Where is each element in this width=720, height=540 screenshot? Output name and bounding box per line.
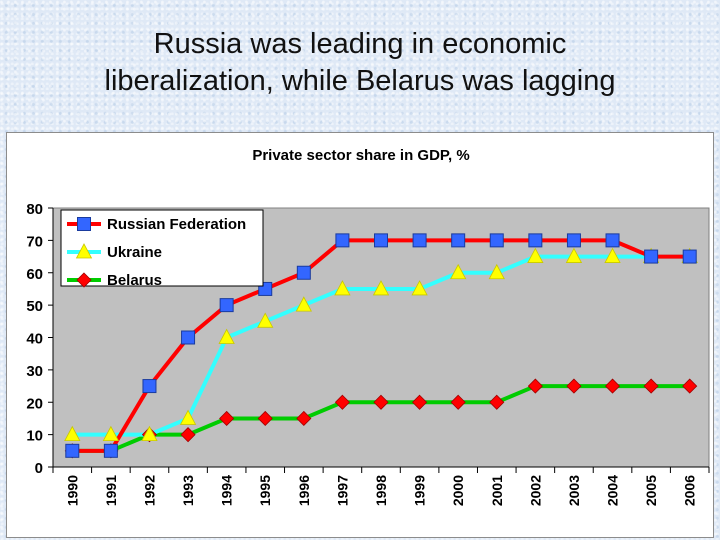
data-point-ukraine xyxy=(141,425,158,442)
y-tick-label: 40 xyxy=(26,331,43,348)
data-point-russian-federation xyxy=(644,249,659,264)
data-point-russian-federation xyxy=(489,233,504,248)
line-chart: Private sector share in GDP, % 0 10 20 30 40… xyxy=(26,147,710,506)
y-tick-label: 30 xyxy=(26,363,43,380)
data-point-russian-federation xyxy=(103,443,118,458)
data-point-belarus xyxy=(257,410,273,427)
data-point-russian-federation xyxy=(566,233,581,248)
x-tick-label: 1996 xyxy=(296,475,312,506)
data-point-belarus xyxy=(450,394,466,410)
y-tick-label: 50 xyxy=(26,298,43,315)
x-tick-label: 2001 xyxy=(489,475,505,506)
slide-title: Russia was leading in economic liberaliz… xyxy=(0,26,720,100)
x-tick-label: 2004 xyxy=(605,475,621,506)
data-point-belarus xyxy=(604,378,621,394)
data-point-belarus xyxy=(489,394,505,410)
data-point-ukraine xyxy=(527,247,544,263)
data-point-ukraine xyxy=(565,247,583,263)
data-point-russian-federation xyxy=(528,233,543,248)
data-point-belarus xyxy=(180,427,196,443)
data-point-ukraine xyxy=(179,409,197,425)
data-point-russian-federation xyxy=(374,233,388,248)
y-tick-label: 0 xyxy=(35,460,43,477)
y-tick-label: 10 xyxy=(26,428,43,445)
legend-swatch-marker xyxy=(77,217,91,231)
x-tick-label: 2002 xyxy=(527,475,543,506)
y-tick-label: 60 xyxy=(26,266,43,283)
data-point-russian-federation xyxy=(296,265,311,280)
data-point-russian-federation xyxy=(451,233,466,248)
data-point-ukraine xyxy=(604,247,621,263)
y-tick-label: 80 xyxy=(26,201,43,218)
x-tick-label: 1999 xyxy=(412,475,428,506)
data-point-russian-federation xyxy=(682,249,697,264)
chart-panel: Private sector share in GDP, % 0 10 20 30 40… xyxy=(6,132,714,538)
data-point-belarus xyxy=(373,394,389,410)
data-point-belarus xyxy=(412,394,428,410)
data-point-belarus xyxy=(296,410,312,427)
data-point-ukraine xyxy=(102,425,120,442)
x-tick-label: 1994 xyxy=(219,475,235,506)
data-point-ukraine xyxy=(295,296,312,312)
legend-label-ukraine: Ukraine xyxy=(107,244,162,261)
data-point-belarus xyxy=(334,394,350,410)
data-point-ukraine xyxy=(372,280,390,296)
legend-swatch-marker xyxy=(76,272,92,288)
data-point-belarus xyxy=(527,378,543,394)
x-tick-label: 2003 xyxy=(566,475,582,506)
legend-label-russian-federation: Russian Federation xyxy=(107,216,246,233)
legend-swatch-marker xyxy=(75,243,93,259)
x-tick-label: 1990 xyxy=(64,475,80,506)
data-point-russian-federation xyxy=(335,233,350,248)
data-point-russian-federation xyxy=(605,233,620,248)
x-tick-label: 2000 xyxy=(450,475,466,506)
y-tick-label: 20 xyxy=(26,395,43,412)
x-tick-label: 1998 xyxy=(373,475,389,506)
data-point-ukraine xyxy=(334,280,351,296)
slide-title-line-1: Russia was leading in economic xyxy=(153,28,567,60)
data-point-ukraine xyxy=(64,425,81,442)
data-point-ukraine xyxy=(488,263,505,280)
data-point-ukraine xyxy=(218,328,235,344)
x-tick-label: 1995 xyxy=(257,475,273,506)
data-point-russian-federation xyxy=(142,379,157,394)
x-tick-label: 2006 xyxy=(682,475,698,506)
data-point-ukraine xyxy=(450,263,467,280)
x-tick-label: 1991 xyxy=(103,475,119,506)
data-point-russian-federation xyxy=(65,443,80,458)
y-tick-label: 70 xyxy=(26,233,43,250)
data-point-belarus xyxy=(566,378,582,394)
data-point-belarus xyxy=(219,410,235,427)
data-point-ukraine xyxy=(411,280,428,296)
data-point-ukraine xyxy=(257,312,274,328)
x-tick-label: 1997 xyxy=(334,475,350,506)
x-tick-label: 1992 xyxy=(141,475,157,506)
data-point-belarus xyxy=(682,378,698,394)
slide-title-line-2: liberalization, while Belarus was laggin… xyxy=(104,65,616,97)
data-point-russian-federation xyxy=(181,330,196,345)
x-tick-label: 2005 xyxy=(643,475,659,506)
legend-label-belarus: Belarus xyxy=(107,272,162,289)
data-point-russian-federation xyxy=(412,233,427,248)
data-point-russian-federation xyxy=(219,298,234,313)
x-tick-label: 1993 xyxy=(180,475,196,506)
chart-title: Private sector share in GDP, % xyxy=(252,147,469,164)
data-point-belarus xyxy=(643,378,659,394)
